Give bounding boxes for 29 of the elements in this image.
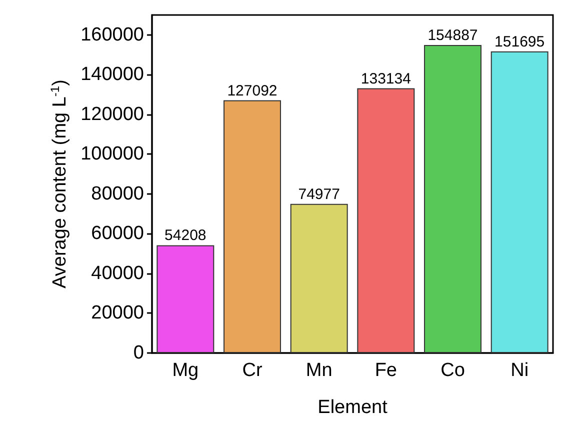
x-tick-label: Fe xyxy=(374,360,398,381)
data-label: 127092 xyxy=(227,82,278,100)
y-tick-label: 120000 xyxy=(80,104,144,125)
x-axis-title: Element xyxy=(318,397,388,418)
bar xyxy=(224,100,281,353)
y-tick-label: 20000 xyxy=(91,302,144,324)
data-label: 54208 xyxy=(164,227,206,244)
x-tick-label: Mn xyxy=(306,360,332,381)
x-tick-label: Mg xyxy=(172,360,199,381)
y-tick-label: 40000 xyxy=(91,262,144,284)
data-label: 74977 xyxy=(298,186,340,203)
bar xyxy=(357,88,415,353)
x-tick-label: Cr xyxy=(242,360,263,381)
bar xyxy=(490,51,548,353)
y-tick-label: 140000 xyxy=(80,64,144,86)
data-label: 151695 xyxy=(494,33,545,50)
bar xyxy=(156,245,214,353)
data-label: 154887 xyxy=(428,27,478,44)
bar xyxy=(290,204,348,353)
x-tick-label: Ni xyxy=(510,360,529,381)
data-label: 133134 xyxy=(360,70,411,88)
y-tick-label: 60000 xyxy=(91,223,144,244)
y-axis-title: Average content (mg L-1) xyxy=(48,80,71,288)
y-tick-label: 0 xyxy=(133,342,144,364)
y-tick-label: 100000 xyxy=(80,144,144,165)
y-tick-label: 160000 xyxy=(80,24,144,46)
x-tick-label: Co xyxy=(440,360,465,381)
bar xyxy=(424,45,482,353)
y-tick-label: 80000 xyxy=(91,183,144,204)
